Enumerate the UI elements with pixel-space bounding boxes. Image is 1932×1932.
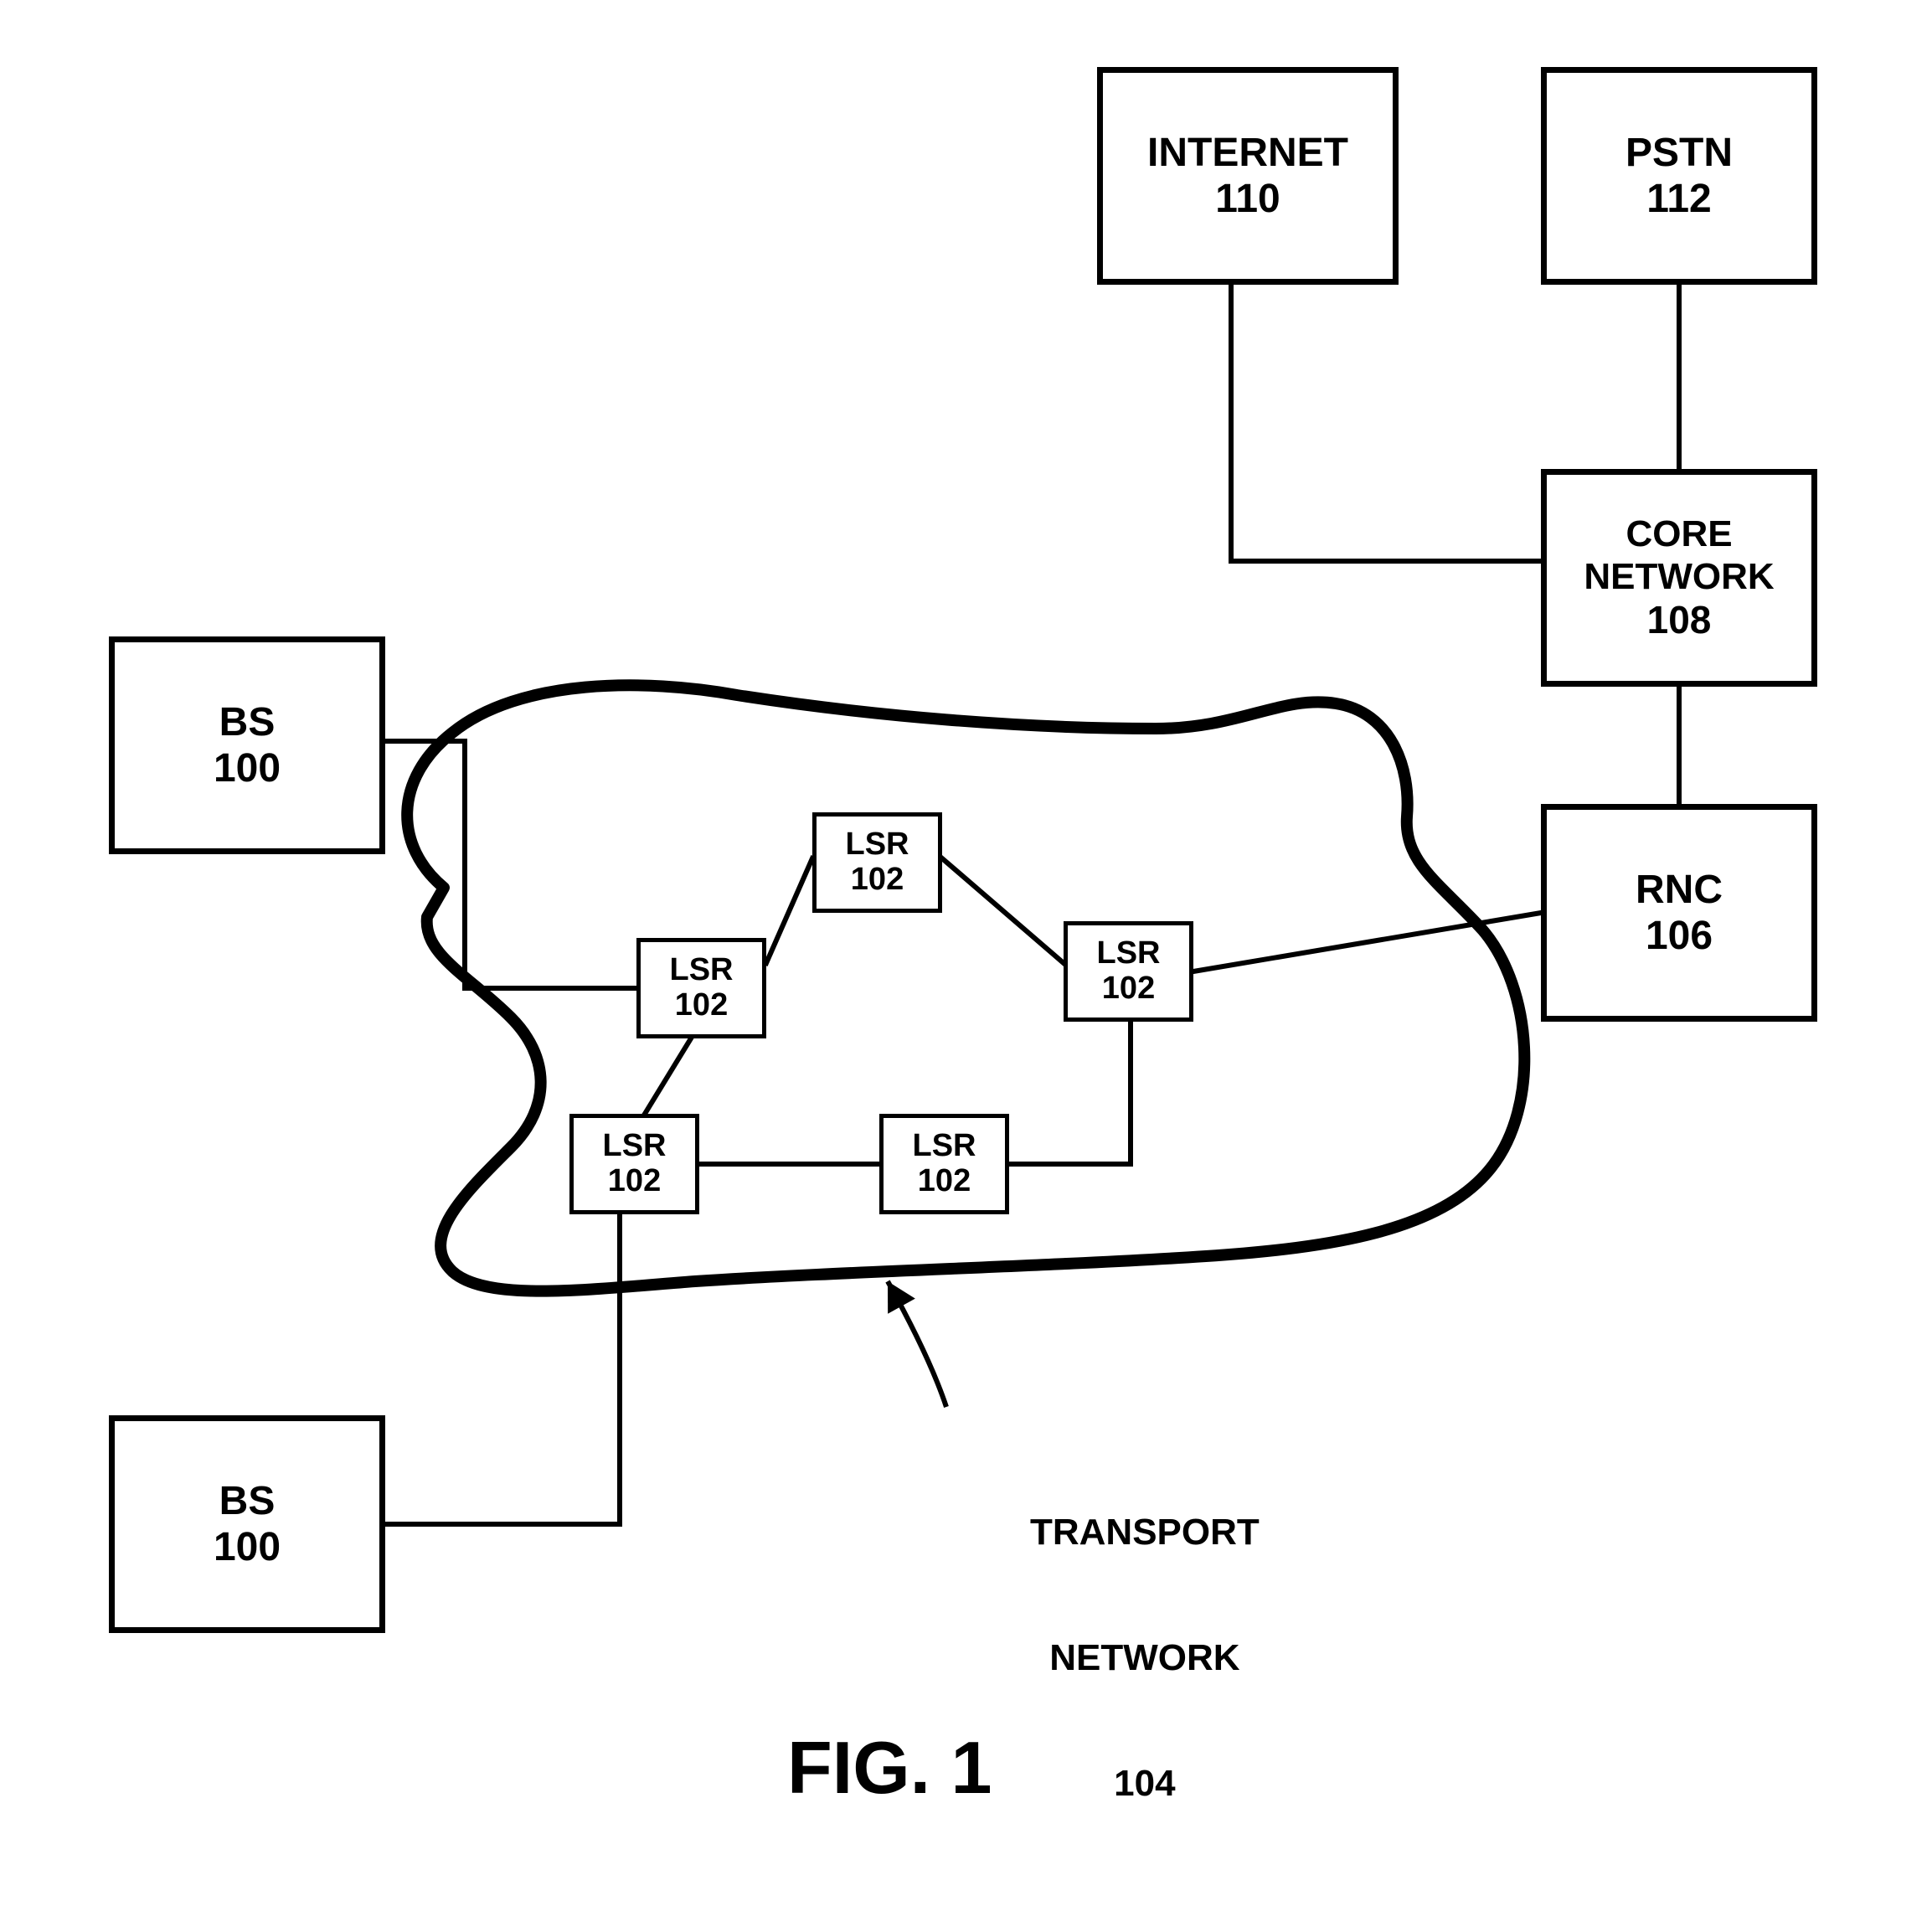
node-number: 108 [1647, 598, 1712, 642]
node-title: LSR [603, 1129, 667, 1164]
node-rnc: RNC 106 [1541, 804, 1817, 1022]
node-lsr: LSR 102 [879, 1114, 1009, 1214]
node-title: LSR [913, 1129, 976, 1164]
node-number: 112 [1646, 176, 1711, 222]
label-line: 104 [1030, 1763, 1260, 1805]
node-number: 100 [214, 1524, 281, 1570]
node-lsr: LSR 102 [1064, 921, 1193, 1022]
node-number: 102 [1102, 971, 1155, 1007]
node-bs-bottom: BS 100 [109, 1415, 385, 1633]
node-bs-top: BS 100 [109, 636, 385, 854]
node-lsr: LSR 102 [569, 1114, 699, 1214]
node-number: 102 [675, 988, 728, 1023]
label-line: NETWORK [1030, 1637, 1260, 1679]
node-core-network: CORE NETWORK 108 [1541, 469, 1817, 687]
node-title: BS [219, 699, 276, 745]
node-number: 102 [918, 1164, 971, 1199]
node-title: LSR [1097, 936, 1161, 971]
node-lsr: LSR 102 [636, 938, 766, 1038]
node-internet: INTERNET 110 [1097, 67, 1399, 285]
transport-network-label: TRANSPORT NETWORK 104 [1030, 1428, 1260, 1888]
node-title: CORE NETWORK [1584, 513, 1774, 598]
label-line: TRANSPORT [1030, 1512, 1260, 1553]
node-number: 102 [851, 863, 904, 898]
node-title: PSTN [1625, 130, 1733, 176]
node-title: INTERNET [1147, 130, 1348, 176]
node-title: RNC [1636, 867, 1723, 913]
node-number: 100 [214, 745, 281, 791]
node-number: 106 [1646, 913, 1713, 959]
node-number: 102 [608, 1164, 661, 1199]
diagram-stage: INTERNET 110 PSTN 112 CORE NETWORK 108 R… [0, 0, 1932, 1932]
node-lsr: LSR 102 [812, 812, 942, 913]
node-pstn: PSTN 112 [1541, 67, 1817, 285]
node-title: BS [219, 1478, 276, 1524]
node-title: LSR [846, 827, 909, 863]
node-number: 110 [1215, 176, 1280, 222]
figure-caption: FIG. 1 [787, 1725, 992, 1811]
node-title: LSR [670, 953, 734, 988]
